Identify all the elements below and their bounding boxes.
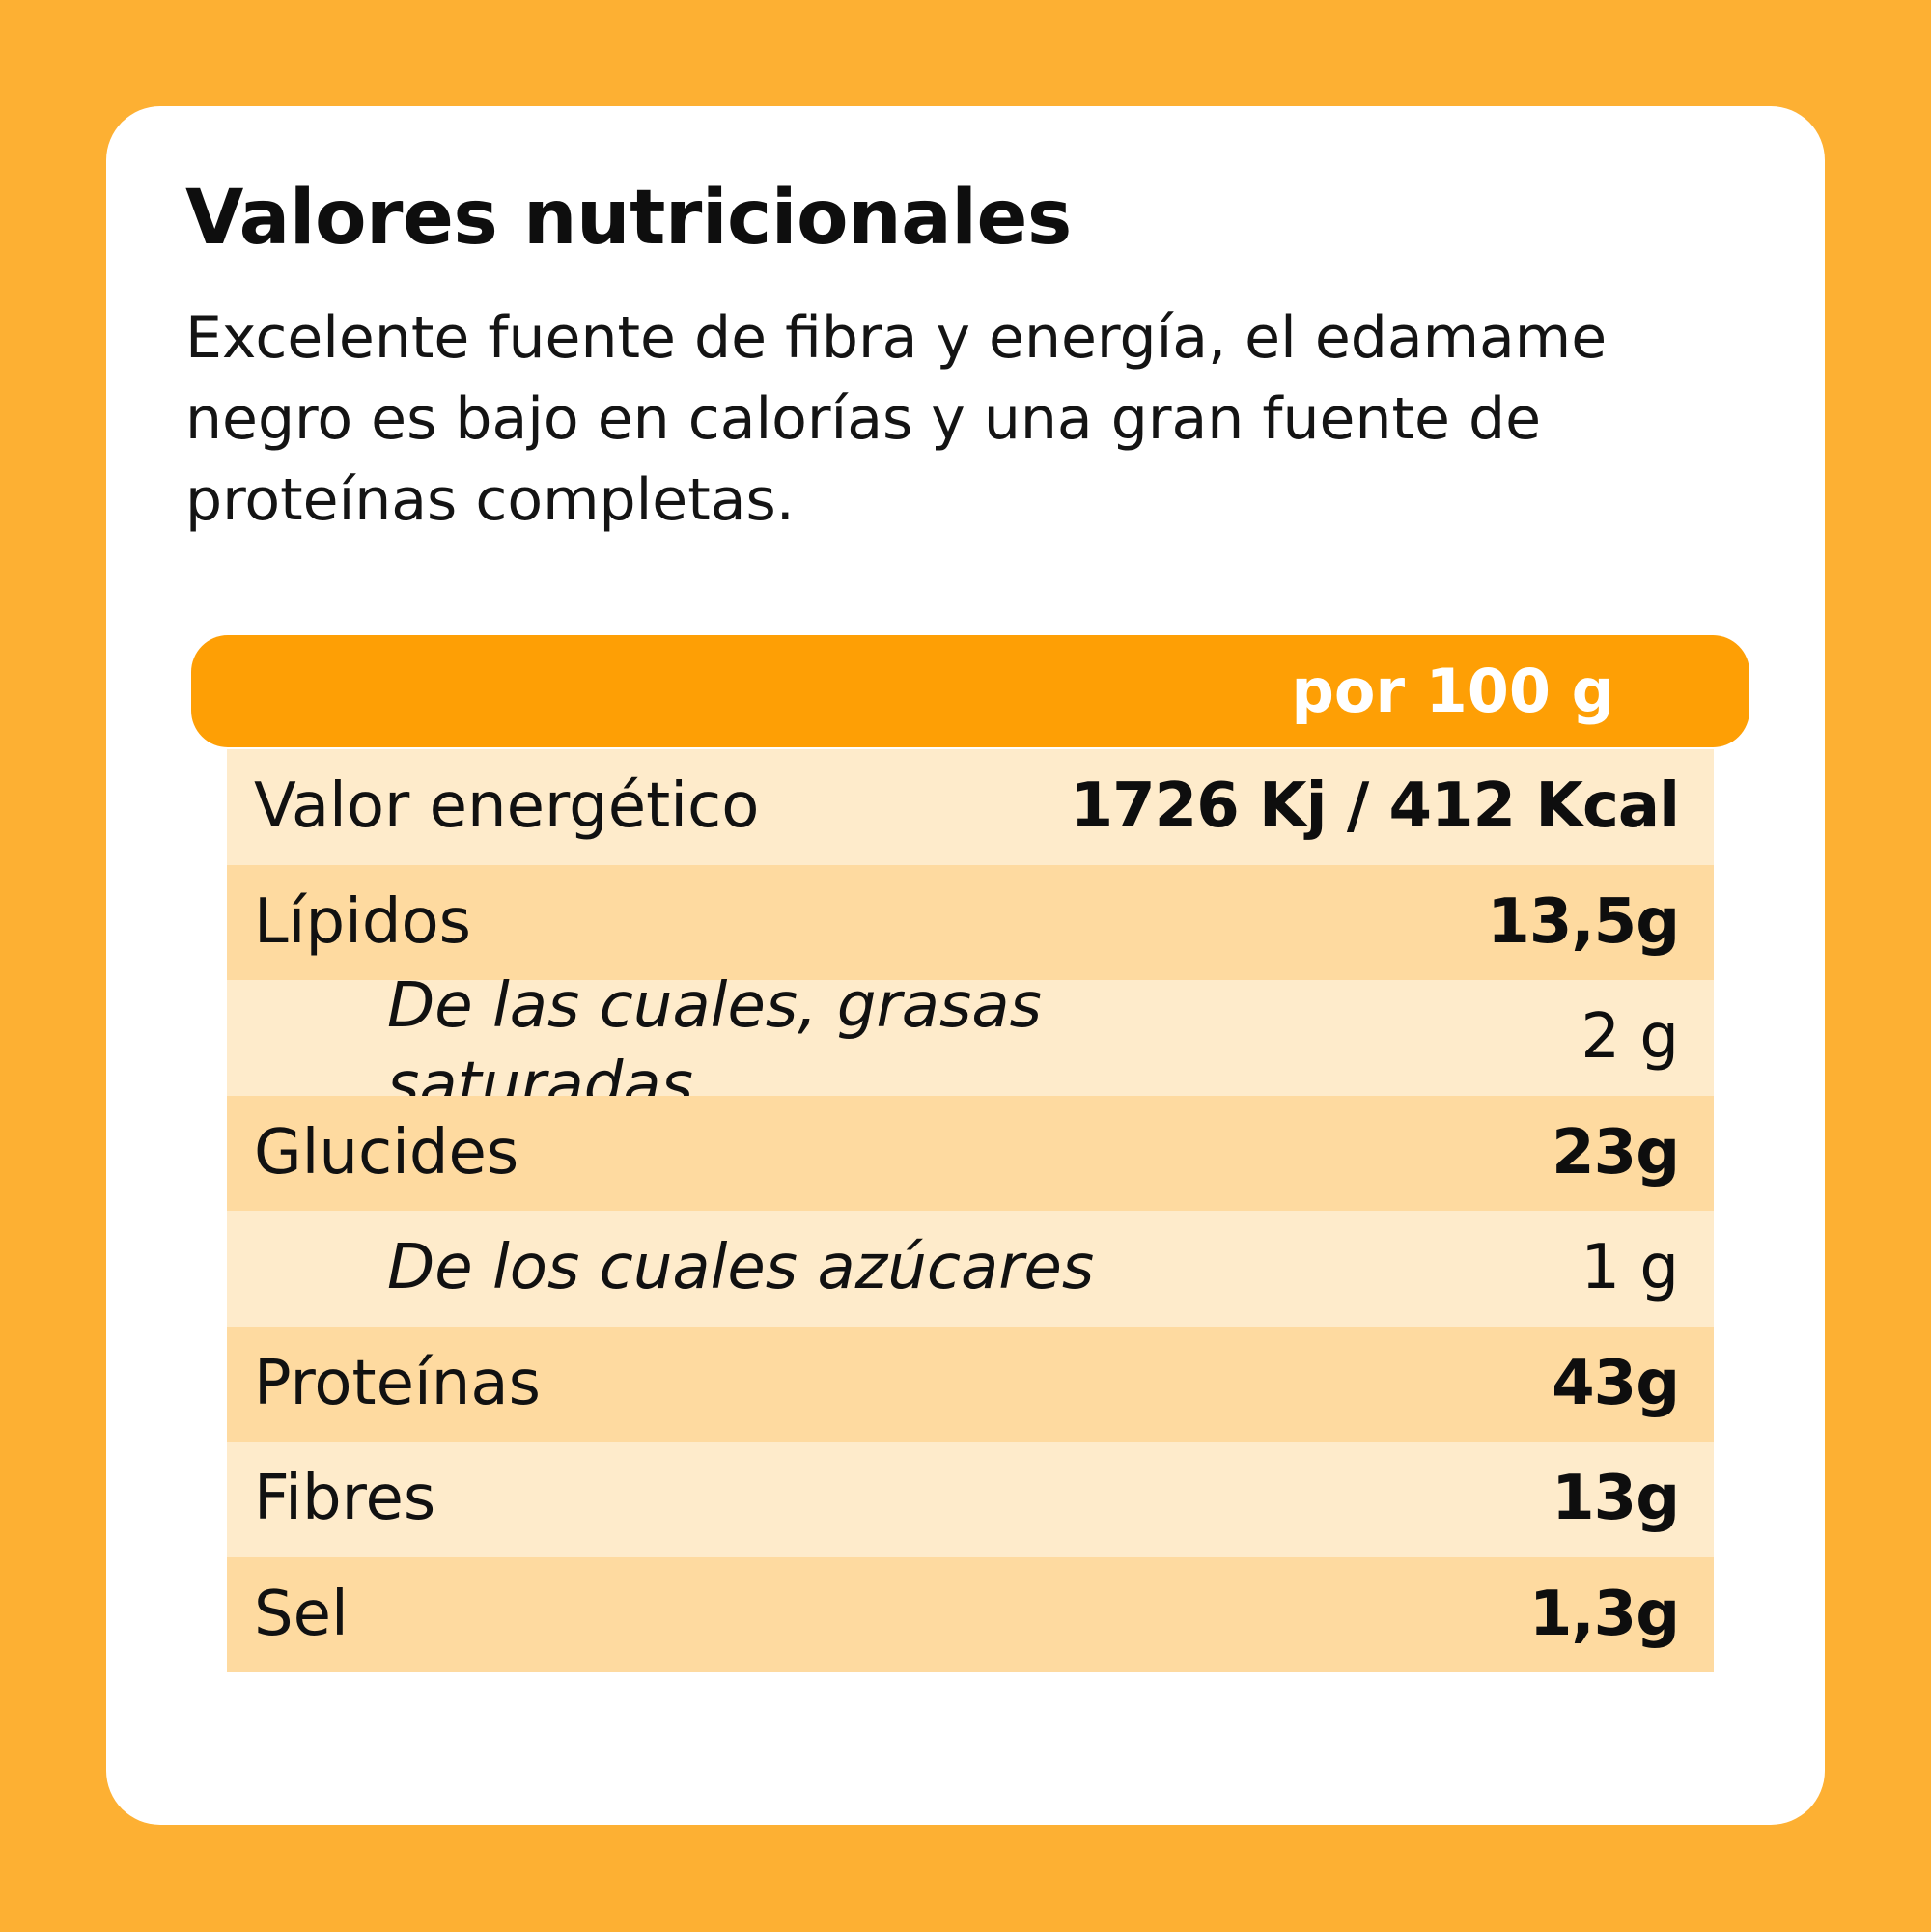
row-value: 23g (1552, 1116, 1680, 1189)
table-row-fibres: Fibres 13g (227, 1442, 1714, 1557)
table-row-energy: Valor energético 1726 Kj / 412 Kcal (227, 749, 1714, 865)
row-label: Lípidos (254, 885, 471, 958)
table-row-carbohydrates: Glucides 23g (227, 1095, 1714, 1211)
row-label: Valor energético (254, 770, 760, 842)
table-row-proteins: Proteínas 43g (227, 1326, 1714, 1442)
table-row-sugars: De los cuales azúcares 1 g (227, 1211, 1714, 1327)
table-row-salt: Sel 1,3g (227, 1556, 1714, 1672)
row-value: 13,5g (1487, 885, 1680, 958)
page-title: Valores nutricionales (185, 175, 1072, 262)
nutrition-table: Valor energético 1726 Kj / 412 Kcal Lípi… (227, 749, 1714, 1672)
row-value: 1726 Kj / 412 Kcal (1070, 770, 1680, 842)
per-100g-header: por 100 g (1291, 656, 1614, 726)
row-value: 43g (1552, 1347, 1680, 1419)
row-value: 13g (1552, 1463, 1680, 1534)
row-label: De las cuales, grasas saturadas (387, 970, 1042, 1121)
row-label: Fibres (254, 1463, 436, 1534)
description-text: Excelente fuente de fibra y energía, el … (185, 304, 1608, 534)
table-row-lipids: Lípidos 13,5g (227, 864, 1714, 980)
row-label: Glucides (254, 1116, 519, 1189)
row-label: De los cuales azúcares (387, 1232, 1095, 1303)
table-row-saturated-fats: De las cuales, grasas saturadas 2 g (227, 970, 1714, 1121)
row-value: 2 g (1581, 1001, 1679, 1073)
row-label: Sel (254, 1578, 349, 1650)
row-label: Proteínas (254, 1347, 541, 1419)
table-header: por 100 g (191, 635, 1749, 747)
row-value: 1,3g (1528, 1578, 1680, 1650)
nutrition-card: Valores nutricionales Excelente fuente d… (106, 106, 1825, 1825)
row-value: 1 g (1581, 1232, 1679, 1303)
